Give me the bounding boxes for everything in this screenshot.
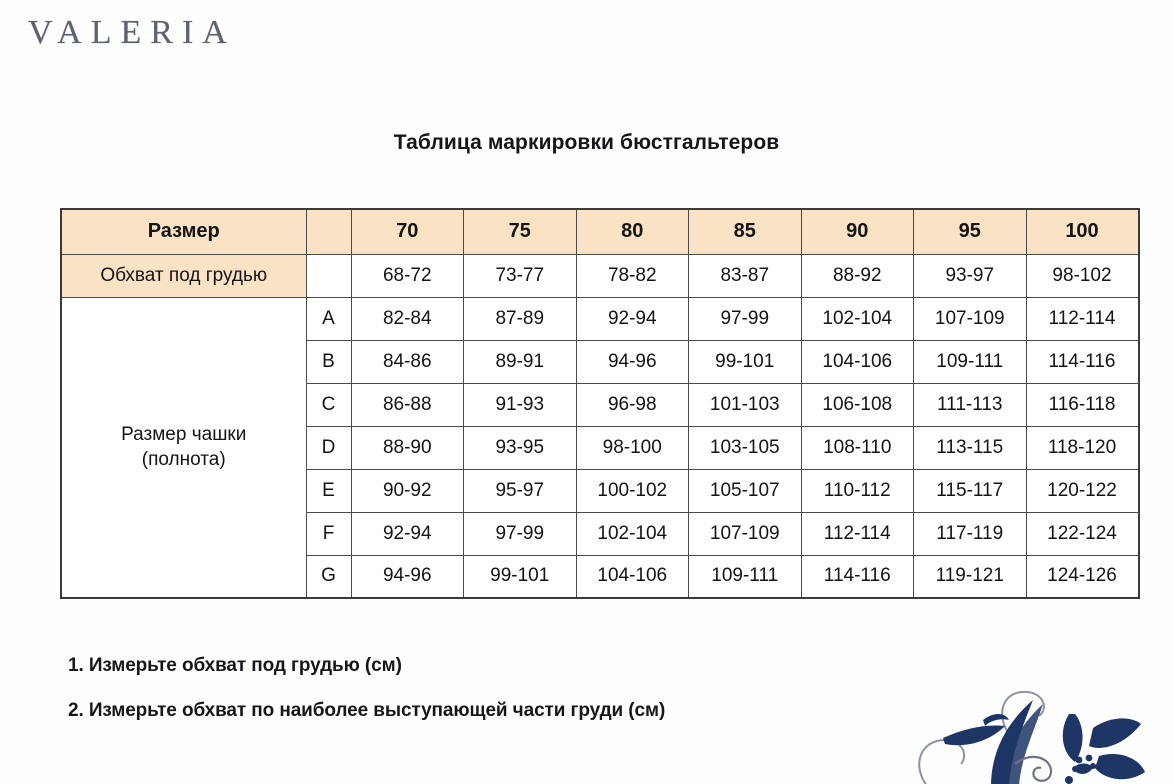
table-body: Размер 70 75 80 85 90 95 100 Обхват под грудью 68… xyxy=(60,208,1139,599)
cell-cup-D-size-90: 108-110 xyxy=(800,425,914,470)
cell-cup-C-size-90: 106-108 xyxy=(800,382,914,427)
cell-underbust-70: 68-72 xyxy=(350,253,464,298)
cell-cup-C-size-80: 96-98 xyxy=(575,382,689,427)
cup-letter-B: B xyxy=(305,339,352,384)
table-row-cup-A: Размер чашки (полнота) A 82-84 87-89 92-94 97-… xyxy=(60,296,1139,599)
header-size-95: 95 xyxy=(913,208,1027,255)
cup-letter-F: F xyxy=(305,511,352,556)
header-label-size: Размер xyxy=(60,208,307,255)
cell-cup-C-size-75: 91-93 xyxy=(463,382,577,427)
cell-cup-B-size-75: 89-91 xyxy=(463,339,577,384)
header-size-90: 90 xyxy=(800,208,914,255)
table-row-cup-D: D 88-90 93-95 98-100 103-105 108-110 113-115 11… xyxy=(61,425,1139,470)
cell-cup-F-size-85: 107-109 xyxy=(688,511,802,556)
cell-underbust-90: 88-92 xyxy=(800,253,914,298)
cell-cup-B-size-70: 84-86 xyxy=(350,339,464,384)
cell-cup-D-size-95: 113-115 xyxy=(913,425,1027,470)
cell-cup-D-size-100: 118-120 xyxy=(1025,425,1139,470)
table-row-cup-B: B 84-86 89-91 94-96 99-101 104-106 109-111 114-… xyxy=(61,339,1139,384)
cell-cup-D-size-70: 88-90 xyxy=(350,425,464,470)
cell-cup-F-size-90: 112-114 xyxy=(800,511,914,556)
cell-cup-E-size-90: 110-112 xyxy=(800,468,914,513)
cell-cup-E-size-75: 95-97 xyxy=(463,468,577,513)
cell-cup-D-size-85: 103-105 xyxy=(688,425,802,470)
cell-cup-G-size-90: 114-116 xyxy=(800,554,914,599)
cell-cup-G-size-95: 119-121 xyxy=(913,554,1027,599)
table-row-cup-F: F 92-94 97-99 102-104 107-109 112-114 117-119 1… xyxy=(61,511,1139,556)
cup-letter-D: D xyxy=(305,425,352,470)
header-cup-blank xyxy=(305,208,352,255)
table-row-underbust: Обхват под грудью 68-72 73-77 78-82 83-87 88-… xyxy=(60,253,1139,298)
row-label-underbust: Обхват под грудью xyxy=(60,253,307,298)
cell-underbust-85: 83-87 xyxy=(688,253,802,298)
header-size-80: 80 xyxy=(575,208,689,255)
cell-cup-A-size-75: 87-89 xyxy=(463,296,577,341)
instruction-item-2: 2. Измерьте обхват по наиболее выступающ… xyxy=(68,700,666,721)
cell-cup-E-size-95: 115-117 xyxy=(913,468,1027,513)
table-row-cup-E: E 90-92 95-97 100-102 105-107 110-112 115-117 1… xyxy=(61,468,1139,513)
cell-cup-G-size-75: 99-101 xyxy=(463,554,577,599)
cup-letter-E: E xyxy=(305,468,352,513)
cell-cup-B-size-90: 104-106 xyxy=(800,339,914,384)
cell-cup-A-size-90: 102-104 xyxy=(800,296,914,341)
cell-cup-G-size-85: 109-111 xyxy=(688,554,802,599)
instruction-item-1: 1. Измерьте обхват под грудью (см) xyxy=(68,655,402,676)
cup-letter-C: C xyxy=(305,382,352,427)
cell-cup-F-size-80: 102-104 xyxy=(575,511,689,556)
cell-cup-E-size-85: 105-107 xyxy=(688,468,802,513)
row-label-cup-size: Размер чашки (полнота) xyxy=(60,296,307,599)
cell-underbust-75: 73-77 xyxy=(463,253,577,298)
cell-cup-F-size-100: 122-124 xyxy=(1025,511,1139,556)
cell-cup-B-size-85: 99-101 xyxy=(688,339,802,384)
cup-label-line1: Размер чашки xyxy=(121,423,247,445)
page-title: Таблица маркировки бюстгальтеров xyxy=(393,131,780,154)
cell-cup-D-size-75: 93-95 xyxy=(463,425,577,470)
header-size-85: 85 xyxy=(688,208,802,255)
cell-cup-A-size-100: 112-114 xyxy=(1025,296,1139,341)
bra-size-table: Размер 70 75 80 85 90 95 100 Обхват под грудью 68… xyxy=(60,208,1140,599)
header-size-100: 100 xyxy=(1025,208,1139,255)
cell-cup-B-size-100: 114-116 xyxy=(1025,339,1139,384)
table-row-cup-C: C 86-88 91-93 96-98 101-103 106-108 111-113 116… xyxy=(61,382,1139,427)
size-table-container: Размер 70 75 80 85 90 95 100 Обхват под грудью 68… xyxy=(60,208,1140,599)
cell-cup-A-size-85: 97-99 xyxy=(688,296,802,341)
brand-logo: VALERIA xyxy=(28,14,236,51)
cell-cup-D-size-80: 98-100 xyxy=(575,425,689,470)
cup-letter-A: A xyxy=(305,296,352,341)
instructions-list: 1. Измерьте обхват под грудью (см) 2. Из… xyxy=(68,655,968,745)
cell-cup-A-size-95: 107-109 xyxy=(913,296,1027,341)
cup-letter-G: G xyxy=(305,554,352,599)
cell-cup-G-size-80: 104-106 xyxy=(575,554,689,599)
cell-cup-E-size-100: 120-122 xyxy=(1025,468,1139,513)
cell-cup-F-size-95: 117-119 xyxy=(913,511,1027,556)
cell-cup-F-size-70: 92-94 xyxy=(350,511,464,556)
cell-cup-C-size-95: 111-113 xyxy=(913,382,1027,427)
cell-underbust-95: 93-97 xyxy=(913,253,1027,298)
header-size-70: 70 xyxy=(350,208,464,255)
cell-underbust-100: 98-102 xyxy=(1025,253,1139,298)
cell-cup-A-size-80: 92-94 xyxy=(575,296,689,341)
underbust-cup-blank xyxy=(305,253,352,298)
cell-cup-G-size-70: 94-96 xyxy=(350,554,464,599)
cell-cup-C-size-70: 86-88 xyxy=(350,382,464,427)
cell-cup-F-size-75: 97-99 xyxy=(463,511,577,556)
cell-cup-E-size-70: 90-92 xyxy=(350,468,464,513)
cell-underbust-80: 78-82 xyxy=(575,253,689,298)
cell-cup-A-size-70: 82-84 xyxy=(350,296,464,341)
cell-cup-C-size-85: 101-103 xyxy=(688,382,802,427)
cell-cup-C-size-100: 116-118 xyxy=(1025,382,1139,427)
cell-cup-B-size-80: 94-96 xyxy=(575,339,689,384)
cell-cup-G-size-100: 124-126 xyxy=(1025,554,1139,599)
header-size-75: 75 xyxy=(463,208,577,255)
table-row-cup-G: G 94-96 99-101 104-106 109-111 114-116 119-121… xyxy=(61,554,1139,599)
table-header-row: Размер 70 75 80 85 90 95 100 xyxy=(60,208,1139,255)
cup-label-line2: (полнота) xyxy=(141,449,226,471)
cell-cup-B-size-95: 109-111 xyxy=(913,339,1027,384)
cell-cup-E-size-80: 100-102 xyxy=(575,468,689,513)
